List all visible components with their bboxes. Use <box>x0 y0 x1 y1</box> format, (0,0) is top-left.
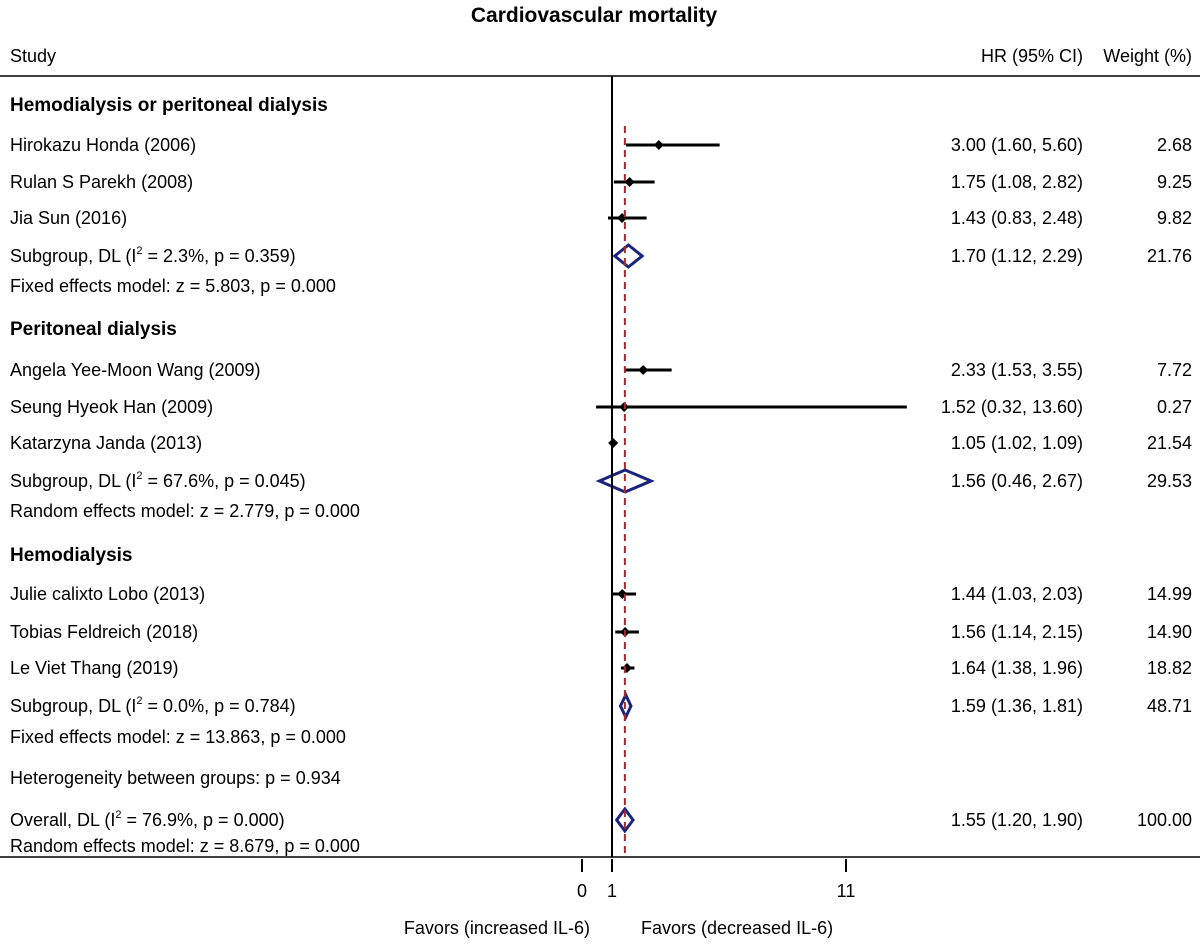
study-hr: 1.52 (0.32, 13.60) <box>941 397 1083 417</box>
study-label: Tobias Feldreich (2018) <box>10 622 198 642</box>
group-title: Hemodialysis or peritoneal dialysis <box>10 95 328 116</box>
study-hr: 1.44 (1.03, 2.03) <box>951 584 1083 604</box>
column-header-weight: Weight (%) <box>1103 46 1192 66</box>
subgroup-hr: 1.56 (0.46, 2.67) <box>951 471 1083 491</box>
point-estimate <box>624 177 635 187</box>
study-weight: 2.68 <box>1157 135 1192 155</box>
point-estimate <box>608 438 619 448</box>
group-title: Peritoneal dialysis <box>10 319 177 340</box>
model-note: Fixed effects model: z = 13.863, p = 0.0… <box>10 727 346 747</box>
point-estimate <box>653 140 664 150</box>
subgroup-weight: 29.53 <box>1147 471 1192 491</box>
study-label: Angela Yee-Moon Wang (2009) <box>10 360 261 380</box>
pooled-diamond <box>618 691 633 721</box>
overall-label: Overall, DL (I2 = 76.9%, p = 0.000) <box>10 809 285 830</box>
heterogeneity-note: Heterogeneity between groups: p = 0.934 <box>10 768 341 788</box>
pooled-diamond <box>612 243 645 269</box>
study-label: Seung Hyeok Han (2009) <box>10 397 213 417</box>
subgroup-hr: 1.70 (1.12, 2.29) <box>951 246 1083 266</box>
subgroup-weight: 21.76 <box>1147 246 1192 266</box>
study-hr: 3.00 (1.60, 5.60) <box>951 135 1083 155</box>
subgroup-label: Subgroup, DL (I2 = 2.3%, p = 0.359) <box>10 245 296 266</box>
study-weight: 7.72 <box>1157 360 1192 380</box>
subgroup-weight: 48.71 <box>1147 696 1192 716</box>
study-hr: 1.43 (0.83, 2.48) <box>951 208 1083 228</box>
subgroup-hr: 1.59 (1.36, 1.81) <box>951 696 1083 716</box>
pooled-diamond <box>595 468 655 494</box>
study-hr: 1.75 (1.08, 2.82) <box>951 172 1083 192</box>
study-hr: 2.33 (1.53, 3.55) <box>951 360 1083 380</box>
study-weight: 14.90 <box>1147 622 1192 642</box>
x-tick-label: 0 <box>577 881 587 901</box>
study-weight: 14.99 <box>1147 584 1192 604</box>
study-weight: 9.82 <box>1157 208 1192 228</box>
study-weight: 18.82 <box>1147 658 1192 678</box>
forest-rows: Hemodialysis or peritoneal dialysis Hirok… <box>10 76 1192 857</box>
group-title: Hemodialysis <box>10 545 133 566</box>
study-weight: 0.27 <box>1157 397 1192 417</box>
model-note: Fixed effects model: z = 5.803, p = 0.00… <box>10 276 336 296</box>
study-hr: 1.64 (1.38, 1.96) <box>951 658 1083 678</box>
x-tick-label: 11 <box>837 881 856 901</box>
favors-right-label: Favors (decreased IL-6) <box>641 918 833 938</box>
study-hr: 1.05 (1.02, 1.09) <box>951 433 1083 453</box>
overall-hr: 1.55 (1.20, 1.90) <box>951 810 1083 830</box>
chart-title: Cardiovascular mortality <box>471 4 718 27</box>
point-estimate <box>621 663 632 673</box>
study-hr: 1.56 (1.14, 2.15) <box>951 622 1083 642</box>
column-header-hr: HR (95% CI) <box>981 46 1083 66</box>
overall-model-note: Random effects model: z = 8.679, p = 0.0… <box>10 836 360 856</box>
subgroup-label: Subgroup, DL (I2 = 0.0%, p = 0.784) <box>10 695 296 716</box>
study-weight: 9.25 <box>1157 172 1192 192</box>
column-header-study: Study <box>10 46 56 66</box>
study-label: Jia Sun (2016) <box>10 208 127 228</box>
pooled-diamond <box>614 806 635 834</box>
favors-left-label: Favors (increased IL-6) <box>404 918 590 938</box>
x-tick-label: 1 <box>607 881 617 901</box>
model-note: Random effects model: z = 2.779, p = 0.0… <box>10 501 360 521</box>
study-label: Rulan S Parekh (2008) <box>10 172 193 192</box>
study-label: Katarzyna Janda (2013) <box>10 433 202 453</box>
subgroup-label: Subgroup, DL (I2 = 67.6%, p = 0.045) <box>10 470 306 491</box>
point-estimate <box>638 365 649 375</box>
study-label: Julie calixto Lobo (2013) <box>10 584 205 604</box>
study-label: Le Viet Thang (2019) <box>10 658 178 678</box>
overall-weight: 100.00 <box>1137 810 1192 830</box>
study-weight: 21.54 <box>1147 433 1192 453</box>
study-label: Hirokazu Honda (2006) <box>10 135 196 155</box>
